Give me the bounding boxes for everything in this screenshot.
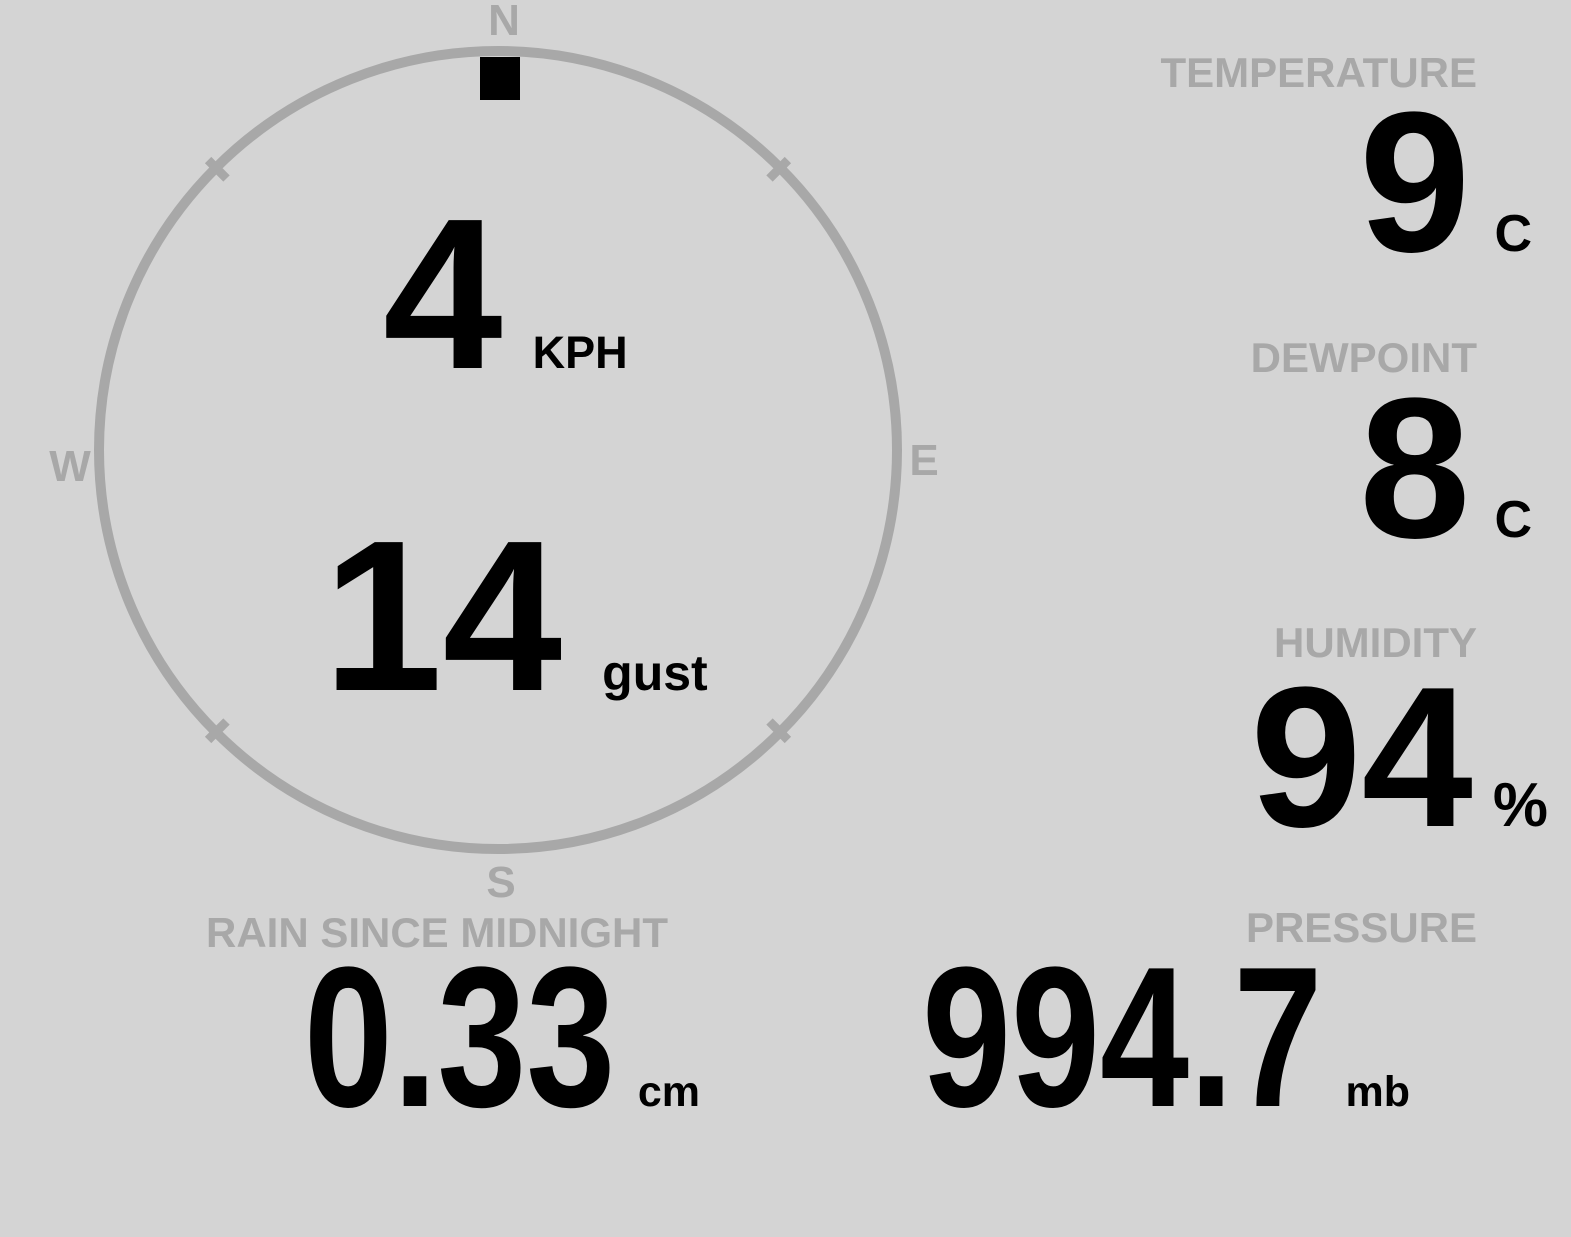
humidity-unit: % [1492, 771, 1548, 840]
wind-gust-row: 14 gust [323, 508, 708, 723]
humidity-label: HUMIDITY [1274, 619, 1477, 666]
wind-speed-row: 4 KPH [383, 186, 628, 401]
wind-speed-unit: KPH [532, 327, 628, 378]
cardinal-north-label: N [488, 0, 520, 45]
pressure-label: PRESSURE [1245, 904, 1477, 951]
pressure-row: 994.7 mb [822, 938, 1410, 1138]
compass-tick-nw [204, 156, 230, 182]
rain-unit: cm [637, 1068, 700, 1116]
dewpoint-label: DEWPOINT [1250, 334, 1477, 381]
wind-speed-value: 4 [383, 173, 503, 414]
wind-gust-value: 14 [323, 495, 563, 736]
rain-value: 0.33 [303, 926, 615, 1149]
temperature-unit: C [1494, 205, 1532, 263]
compass-ring [94, 46, 902, 854]
humidity-value: 94 [1250, 646, 1473, 869]
wind-gust-unit: gust [602, 645, 708, 701]
compass-tick-ne [766, 156, 792, 182]
wind-direction-marker [480, 57, 520, 100]
cardinal-west-label: W [49, 442, 91, 491]
dewpoint-row: 8 C [1359, 369, 1532, 569]
humidity-row: 94 % [1250, 658, 1548, 858]
rain-row: 0.33 cm [226, 938, 700, 1138]
compass-tick-se [766, 718, 792, 744]
cardinal-south-label: S [486, 858, 516, 907]
dewpoint-value: 8 [1359, 357, 1471, 580]
temperature-row: 9 C [1359, 83, 1532, 283]
rain-label: RAIN SINCE MIDNIGHT [206, 909, 668, 956]
temperature-value: 9 [1359, 71, 1471, 294]
cardinal-east-label: E [909, 436, 939, 485]
compass-tick-sw [204, 718, 230, 744]
pressure-value: 994.7 [922, 926, 1323, 1149]
temperature-label: TEMPERATURE [1160, 49, 1477, 96]
dewpoint-unit: C [1494, 491, 1532, 549]
pressure-unit: mb [1345, 1068, 1411, 1116]
